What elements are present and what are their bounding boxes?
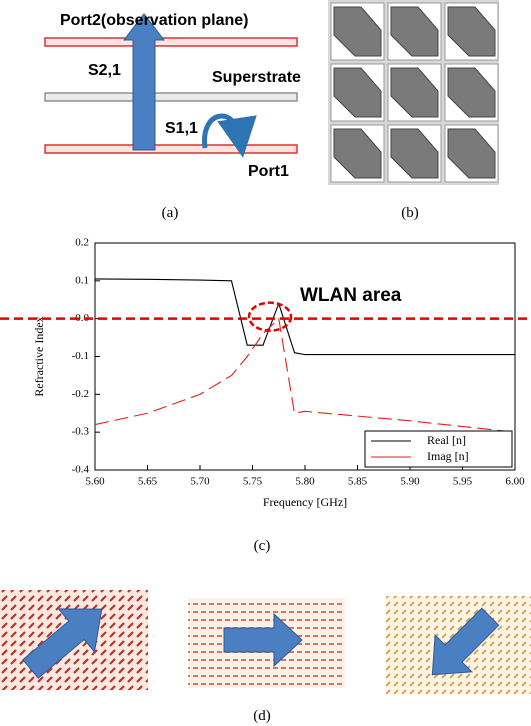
panel-b: (b) [328, 0, 499, 221]
x-tick-label: 5.80 [295, 476, 315, 488]
x-tick-label: 5.65 [138, 476, 158, 488]
y-tick-label: -0.3 [72, 426, 90, 438]
legend-label: Imag [n] [427, 449, 469, 463]
caption: (a) [162, 205, 179, 221]
caption: (c) [254, 538, 271, 554]
x-tick-label: 5.60 [85, 476, 105, 488]
y-tick-label: 0.1 [75, 274, 89, 286]
y-tick-label: -0.2 [72, 388, 89, 400]
legend-label: Real [n] [427, 433, 466, 447]
superstrate-label: Superstrate [212, 69, 301, 86]
s21-label: S2,1 [88, 62, 121, 79]
x-tick-label: 5.95 [453, 476, 473, 488]
port1-label: Port1 [248, 163, 289, 180]
port2-label: Port2(observation plane) [60, 12, 248, 29]
figure: Port2(observation plane) S2,1 Superstrat… [0, 0, 531, 726]
caption: (d) [253, 708, 271, 724]
x-tick-label: 5.70 [190, 476, 210, 488]
port1-plane [45, 145, 297, 153]
x-tick-label: 5.85 [348, 476, 368, 488]
x-tick-label: 6.00 [505, 476, 525, 488]
y-tick-label: 0.2 [75, 237, 89, 249]
x-tick-label: 5.90 [400, 476, 420, 488]
x-tick-label: 5.75 [243, 476, 263, 488]
s11-label: S1,1 [165, 120, 198, 137]
annotation: WLAN area [300, 285, 402, 306]
s21-arrow [124, 14, 164, 150]
y-tick-label: -0.4 [72, 464, 90, 476]
y-axis-label: Refractive Index [32, 316, 46, 396]
series-line [95, 319, 515, 433]
panel-a: Port2(observation plane) S2,1 Superstrat… [45, 12, 301, 221]
caption: (b) [401, 205, 419, 221]
s11-arrow [205, 116, 240, 148]
port2-plane [45, 38, 297, 46]
superstrate-layer [45, 93, 297, 101]
y-tick-label: -0.1 [72, 350, 89, 362]
panel-d: (d) [0, 588, 531, 724]
x-axis-label: Frequency [GHz] [263, 495, 347, 509]
